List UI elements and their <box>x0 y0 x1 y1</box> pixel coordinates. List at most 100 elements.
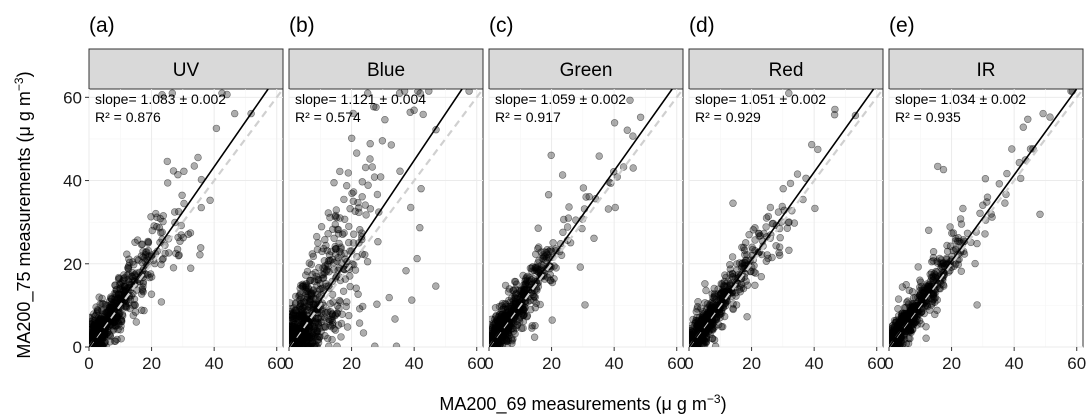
data-point-blue <box>425 89 433 95</box>
x-tick-label-uv: 60 <box>267 354 286 373</box>
data-point-green <box>629 132 637 140</box>
data-point-blue <box>378 137 387 145</box>
panel-red: (d) Red slope= 1.051 ± 0.002 R² = 0.929 0 20 4… <box>684 14 886 373</box>
data-point-blue <box>358 193 366 201</box>
data-point-blue <box>315 264 323 272</box>
data-point-ir <box>973 301 981 309</box>
data-point-blue <box>334 225 343 234</box>
data-point-ir <box>1016 174 1025 183</box>
data-point-red <box>702 286 710 295</box>
data-point-green <box>610 119 619 127</box>
data-point-red <box>694 298 702 306</box>
data-point-blue <box>348 134 356 143</box>
data-point-ir <box>915 291 924 299</box>
y-tick-label: 40 <box>63 172 82 191</box>
data-point-red <box>738 259 746 268</box>
data-point-uv <box>194 153 202 162</box>
data-point-red <box>692 308 700 316</box>
data-point-blue <box>343 323 352 331</box>
data-point-uv <box>187 264 195 272</box>
data-point-red <box>785 89 793 97</box>
data-point-uv <box>148 273 156 281</box>
svg-text:MA200_75 measurements (μ g m−3: MA200_75 measurements (μ g m−3) <box>12 71 35 358</box>
data-point-blue <box>324 262 332 271</box>
data-point-uv <box>94 318 103 327</box>
panel-tag-uv: (a) <box>89 14 115 37</box>
data-point-blue <box>330 179 338 187</box>
data-point-uv <box>131 301 139 309</box>
data-point-blue <box>400 89 409 95</box>
data-point-red <box>729 300 737 308</box>
data-point-green <box>523 281 531 289</box>
data-point-green <box>595 152 603 160</box>
data-point-blue <box>307 260 315 269</box>
data-point-red <box>710 336 719 344</box>
data-point-uv <box>147 290 156 298</box>
data-point-blue <box>341 215 349 224</box>
data-point-blue <box>303 342 311 347</box>
panels-layer: (a) UV slope= 1.083 ± 0.002 R² = 0.876 0 20 40… <box>63 14 1086 373</box>
data-point-blue <box>361 163 370 172</box>
data-point-green <box>636 113 645 122</box>
data-point-blue <box>362 211 370 219</box>
x-tick-label-red: 60 <box>867 354 886 373</box>
data-point-ir <box>971 259 979 268</box>
x-tick-label-uv: 0 <box>84 354 93 373</box>
data-point-blue <box>364 89 372 97</box>
data-point-green <box>576 263 584 271</box>
data-point-blue <box>358 250 366 258</box>
data-point-red <box>691 342 699 347</box>
data-point-red <box>689 328 697 336</box>
data-point-red <box>729 305 737 314</box>
data-point-blue <box>321 236 329 244</box>
y-tick-label: 60 <box>63 88 82 107</box>
panel-uv: (a) UV slope= 1.083 ± 0.002 R² = 0.876 0 20 40… <box>63 14 286 373</box>
gridlines-uv <box>88 89 283 348</box>
data-point-uv <box>117 335 125 343</box>
data-point-uv <box>147 213 155 221</box>
data-point-blue <box>410 106 418 114</box>
data-point-blue <box>344 169 352 177</box>
data-point-blue <box>414 89 422 95</box>
data-point-blue <box>351 266 360 274</box>
data-point-red <box>748 243 756 251</box>
data-point-blue <box>417 185 425 193</box>
data-point-uv <box>196 251 204 259</box>
data-point-blue <box>349 239 358 247</box>
x-tick-label-red: 20 <box>742 354 761 373</box>
data-point-ir <box>1003 169 1011 178</box>
data-point-ir <box>939 165 948 174</box>
data-point-green <box>558 171 567 179</box>
data-point-blue <box>333 342 341 347</box>
data-point-ir <box>935 254 944 263</box>
data-point-blue <box>349 109 357 118</box>
data-point-blue <box>331 326 340 334</box>
data-point-uv <box>159 217 167 226</box>
data-point-green <box>521 280 529 288</box>
data-point-blue <box>385 293 393 302</box>
data-point-green <box>611 203 619 212</box>
data-point-green <box>504 288 513 296</box>
data-point-ir <box>1036 210 1044 219</box>
data-point-ir <box>906 334 914 343</box>
data-point-uv <box>112 322 121 330</box>
data-point-uv <box>105 330 113 339</box>
data-point-uv <box>115 274 124 283</box>
data-point-red <box>717 289 726 298</box>
data-point-uv <box>89 324 98 332</box>
data-point-blue <box>332 250 340 258</box>
data-point-blue <box>381 115 389 124</box>
data-point-blue <box>328 335 336 344</box>
x-tick-label-red: 40 <box>805 354 824 373</box>
data-point-blue <box>311 269 319 277</box>
data-point-blue <box>361 201 369 209</box>
data-point-red <box>774 208 783 216</box>
data-point-uv <box>126 304 134 313</box>
data-point-red <box>726 261 734 269</box>
y-axis-title-close: ) <box>14 71 34 77</box>
data-point-blue <box>289 330 295 339</box>
data-point-ir <box>981 230 989 238</box>
data-point-green <box>508 324 516 333</box>
data-point-blue <box>296 291 304 299</box>
x-axis-title-exponent: −3 <box>707 392 721 406</box>
